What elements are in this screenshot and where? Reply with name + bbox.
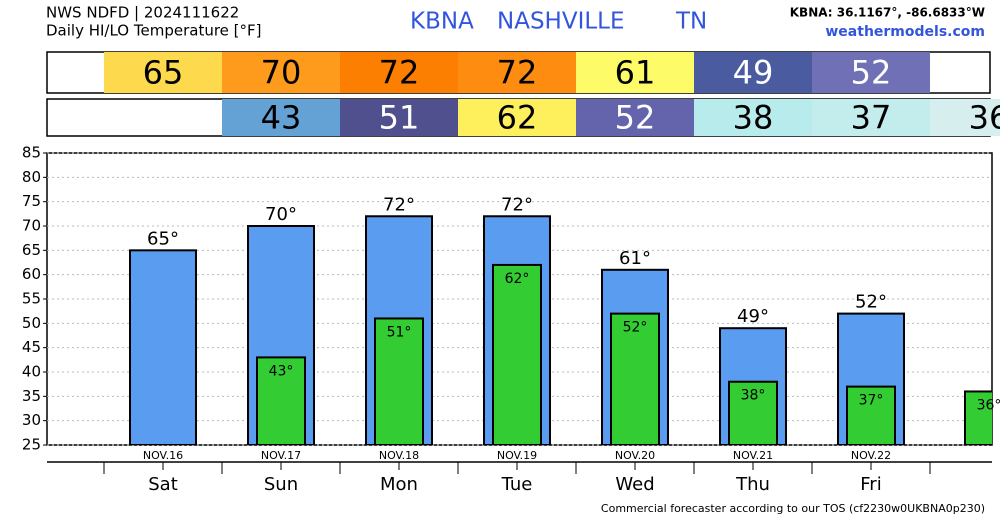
low-bar: [846, 385, 896, 445]
low-bar: [610, 312, 660, 445]
y-tick-label: 75: [22, 192, 41, 210]
high-label: 70°: [265, 204, 297, 225]
strips: 65 70 72 72 61 49 52 43 51 62 52 38 37 36: [104, 52, 1000, 137]
high-label: 72°: [501, 194, 533, 215]
strip-value: 70: [261, 54, 302, 92]
chart-title: Daily HI/LO Temperature [°F]: [46, 22, 262, 40]
source: NWS NDFD | 2024111622: [46, 4, 239, 22]
x-tick-label: Sat: [148, 474, 178, 495]
y-tick-label: 40: [22, 363, 41, 381]
strip-cell: [576, 99, 694, 136]
station: KBNA: [410, 9, 474, 35]
y-tick-label: 25: [22, 436, 41, 454]
low-bar: [492, 263, 542, 445]
strip-value: 37: [851, 99, 892, 137]
y-tick-label: 85: [22, 144, 41, 162]
strip-cell: [694, 99, 812, 136]
y-tick-label: 80: [22, 168, 41, 186]
strip-value: 52: [851, 54, 892, 92]
high-label: 72°: [383, 194, 415, 215]
date-label: NOV.17: [261, 449, 301, 462]
strip-value: 61: [615, 54, 656, 92]
low-label: 38°: [741, 388, 766, 404]
low-bar: [728, 380, 778, 445]
x-tick-label: Thu: [735, 474, 770, 495]
x-tick-label: Sun: [264, 474, 298, 495]
high-bar: [129, 249, 197, 445]
low-bar: [964, 390, 992, 445]
x-tick-label: Wed: [615, 474, 654, 495]
y-tick-label: 55: [22, 290, 41, 308]
y-tick-label: 65: [22, 241, 41, 259]
date-label: NOV.20: [615, 449, 655, 462]
strip-value: 43: [261, 99, 302, 137]
low-bar: [256, 356, 306, 445]
high-label: 61°: [619, 248, 651, 269]
date-label: NOV.21: [733, 449, 773, 462]
strip-value: 65: [143, 54, 184, 92]
strip-cell: [812, 99, 930, 136]
strip-cell: [930, 99, 1000, 136]
website: weathermodels.com: [825, 24, 985, 40]
low-label: 52°: [623, 320, 648, 336]
low-bar: [374, 317, 424, 445]
low-label: 36°: [977, 397, 1000, 413]
date-label: NOV.16: [143, 449, 183, 462]
strip-value: 62: [497, 99, 538, 137]
strip-cell: [812, 52, 930, 93]
y-tick-label: 60: [22, 265, 41, 283]
strip-value: 52: [615, 99, 656, 137]
low-label: 43°: [269, 363, 294, 379]
y-tick-label: 45: [22, 338, 41, 356]
strip-value: 49: [733, 54, 774, 92]
low-label: 37°: [859, 393, 884, 409]
x-tick-label: Fri: [860, 474, 881, 495]
footer: Commercial forecaster according to our T…: [601, 502, 985, 515]
strip-cell: [694, 52, 812, 93]
state: TN: [675, 9, 707, 35]
date-label: NOV.22: [851, 449, 891, 462]
strip-value: 51: [379, 99, 420, 137]
strip-cell: [222, 52, 340, 93]
strip-cell: [340, 52, 458, 93]
strip-value: 36: [969, 99, 1000, 137]
x-tick-label: Tue: [501, 474, 533, 495]
high-label: 65°: [147, 228, 179, 249]
date-label: NOV.18: [379, 449, 419, 462]
strip-cell: [458, 52, 576, 93]
location: KBNA: 36.1167°, -86.6833°W: [790, 6, 985, 20]
strip-value: 72: [379, 54, 420, 92]
x-tick-label: Mon: [380, 474, 418, 495]
y-tick-label: 30: [22, 411, 41, 429]
y-tick-label: 70: [22, 217, 41, 235]
low-label: 51°: [387, 324, 412, 340]
low-label: 62°: [505, 271, 530, 287]
strip-value: 38: [733, 99, 774, 137]
date-label: NOV.19: [497, 449, 537, 462]
high-label: 52°: [855, 292, 887, 313]
strip-cell: [576, 52, 694, 93]
strip-cell: [222, 99, 340, 136]
high-label: 49°: [737, 306, 769, 327]
strip-cell: [340, 99, 458, 136]
city: NASHVILLE: [497, 9, 625, 35]
strip-cell: [458, 99, 576, 136]
bars: [129, 215, 992, 445]
strip-cell: [104, 52, 222, 93]
y-tick-label: 50: [22, 314, 41, 332]
strip-value: 72: [497, 54, 538, 92]
y-tick-label: 35: [22, 387, 41, 405]
